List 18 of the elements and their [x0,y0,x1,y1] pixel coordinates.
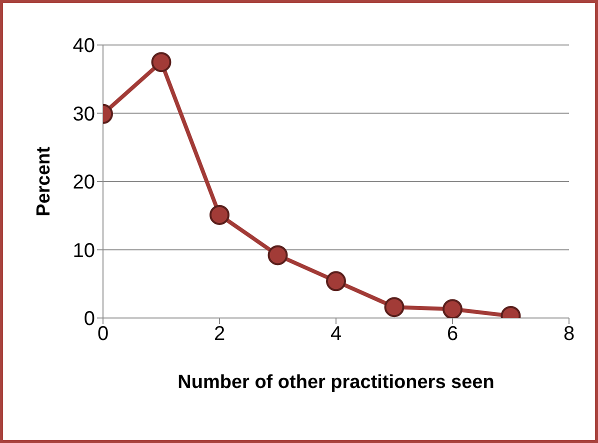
x-axis-title: Number of other practitioners seen [178,372,494,393]
point [268,245,288,266]
point [210,204,230,225]
y-tick-label: 40 [72,35,95,58]
y-tick-label: 30 [72,103,95,126]
x-tick-label: 4 [330,323,342,346]
point [442,299,462,318]
point [151,52,172,72]
y-tick-label: 0 [84,308,95,330]
y-axis-title: Percent [34,146,55,216]
point [384,297,404,318]
x-tick-label: 8 [563,323,575,346]
x-tick-label: 6 [446,323,458,346]
x-tick-label: 0 [97,323,109,346]
y-tick-label: 10 [72,240,95,262]
x-tick-label: 2 [214,323,226,346]
point [326,271,346,292]
y-tick-label: 20 [72,172,95,194]
